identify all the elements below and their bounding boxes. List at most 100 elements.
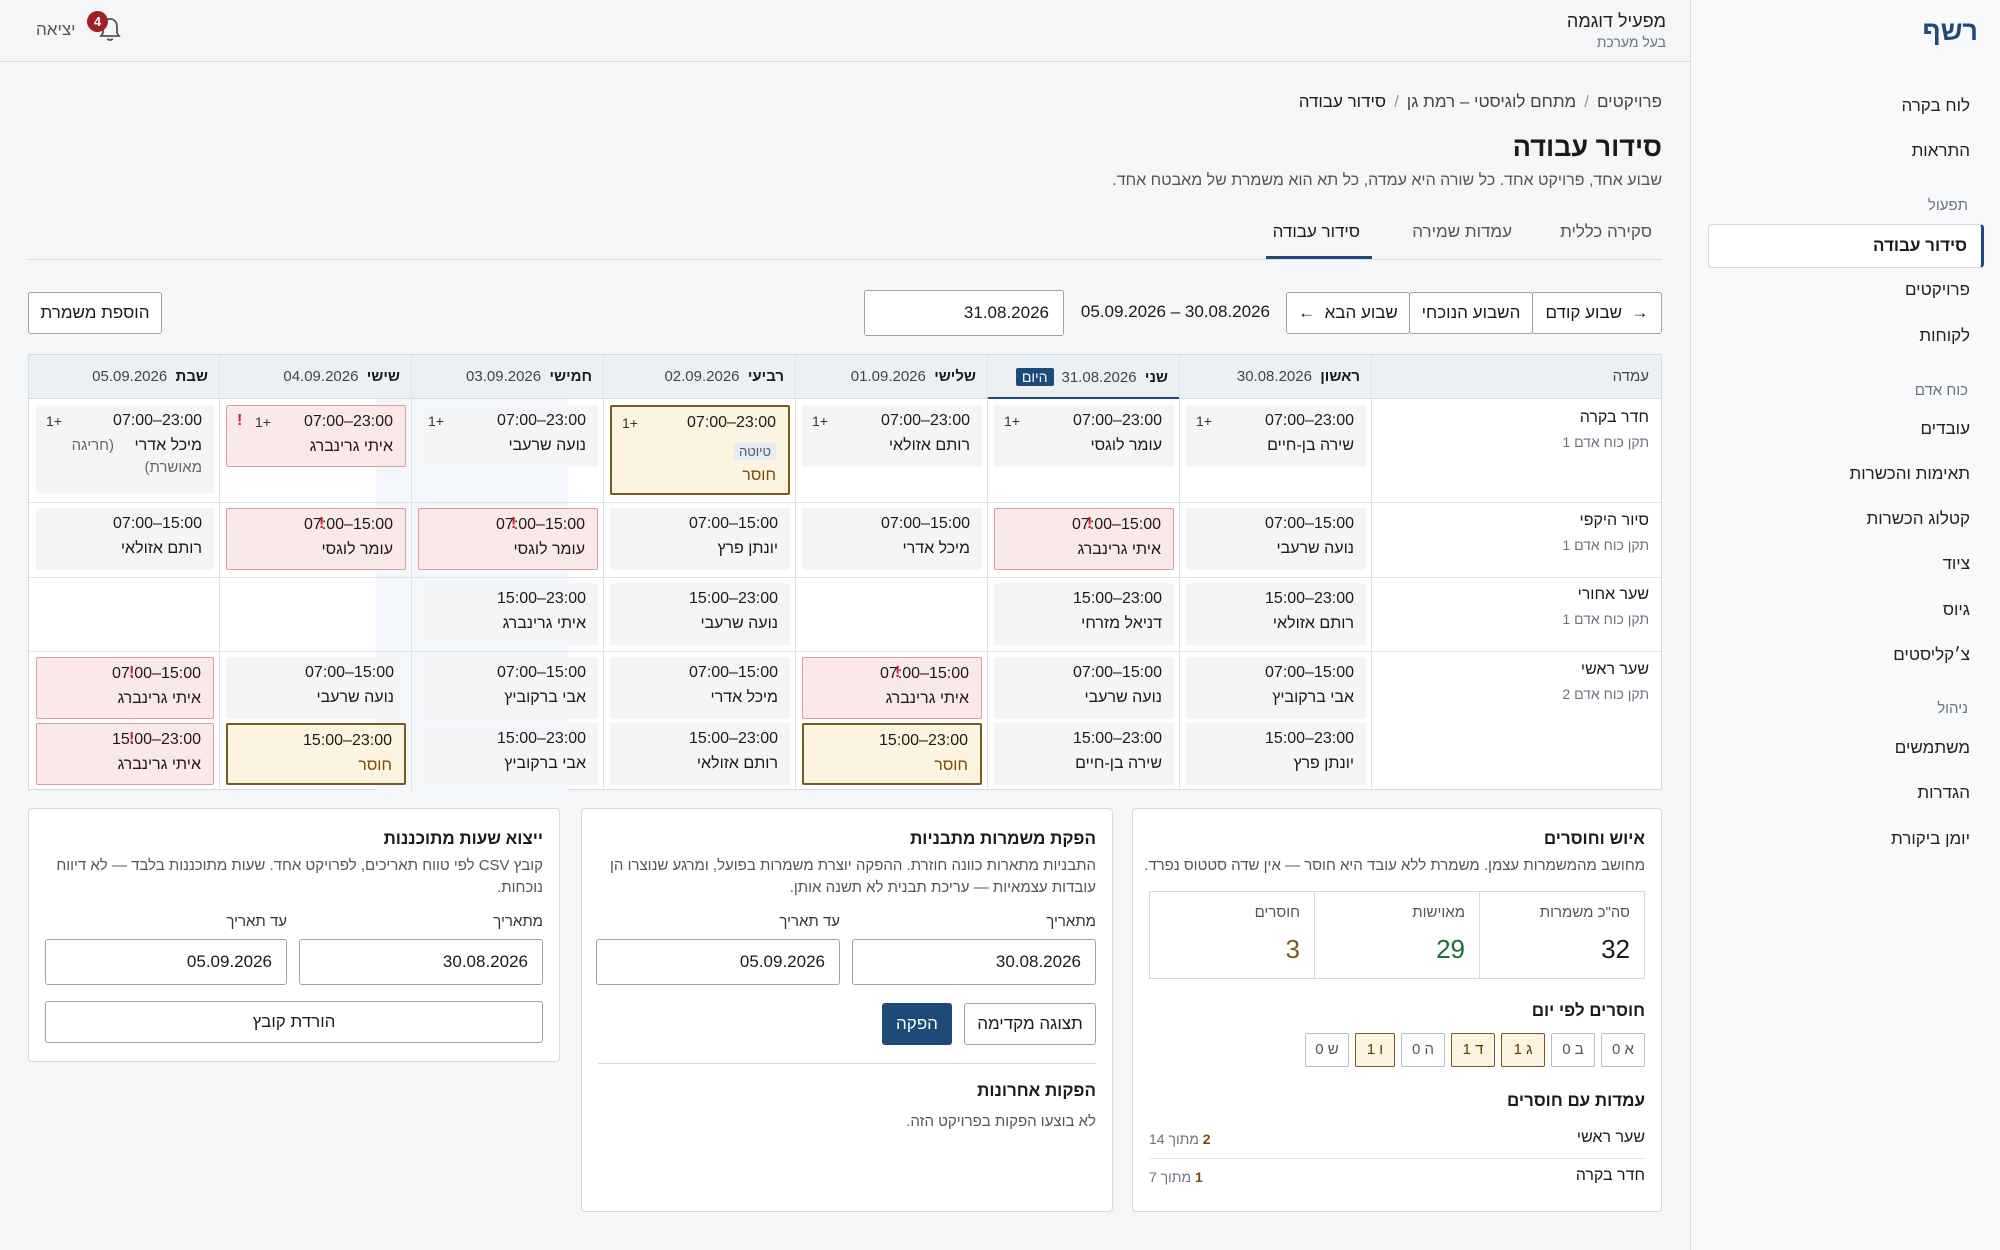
sidebar-item-recruitment[interactable]: גיוס	[1942, 600, 1970, 619]
chip-day: ד	[1475, 1041, 1484, 1058]
shift-cell[interactable]: 07:00–23:00 +1 מיכל אדרי (חריגה מאושרת)	[36, 405, 214, 493]
sidebar-item-audit-log[interactable]: יומן ביקורת	[1891, 829, 1970, 848]
sidebar-item-employees[interactable]: עובדים	[1920, 419, 1970, 438]
logout-link[interactable]: יציאה	[36, 20, 76, 39]
shift-cell-warning[interactable]: 07:00–15:00! איתי גרינברג	[994, 508, 1174, 570]
alert-icon: !	[237, 412, 243, 429]
day-chip[interactable]: ב 0	[1551, 1033, 1595, 1067]
stat-total: סה"כ משמרות 32	[1479, 892, 1644, 978]
breadcrumb-projects[interactable]: פרויקטים	[1596, 92, 1662, 111]
day-header-3: רביעי 02.09.2026	[604, 355, 796, 399]
shift-cell[interactable]: 15:00–23:00 איתי גרינברג	[418, 583, 598, 645]
arrow-right-icon: →	[1631, 303, 1649, 322]
shift-time: 07:00–15:00	[305, 664, 394, 681]
missing-label: חוסר	[358, 757, 392, 774]
shift-cell[interactable]: 07:00–15:00 מיכל אדרי	[610, 657, 790, 719]
shift-cell-warning[interactable]: 15:00–23:00! איתי גרינברג	[36, 723, 214, 785]
date-picker[interactable]: 31.08.2026	[864, 290, 1064, 336]
sidebar-item-alerts[interactable]: התראות	[1911, 141, 1970, 160]
current-week-button[interactable]: השבוע הנוכחי	[1409, 292, 1533, 334]
station-name[interactable]: שער ראשי	[1580, 661, 1649, 678]
shift-cell[interactable]: 07:00–15:00 רותם אזולאי	[36, 508, 214, 570]
sidebar-item-schedule[interactable]: סידור עבודה	[1708, 224, 1984, 268]
generate-to-input[interactable]: 05.09.2026	[596, 939, 840, 985]
shift-cell-warning[interactable]: 07:00–15:00! עומר לוגסי	[418, 508, 598, 570]
shift-time: 07:00–15:00	[497, 664, 586, 681]
shift-cell-warning[interactable]: 07:00–23:00 +1! איתי גרינברג	[226, 405, 406, 467]
tab-stations[interactable]: עמדות שמירה	[1412, 222, 1512, 241]
station-requirement: תקן כוח אדם 1	[1562, 537, 1649, 553]
preview-button[interactable]: תצוגה מקדימה	[964, 1003, 1096, 1045]
gap-total: מתוך 14	[1149, 1131, 1199, 1147]
app-logo[interactable]: רשף	[1922, 16, 1978, 46]
day-header-2: שלישי 01.09.2026	[796, 355, 988, 399]
shift-cell[interactable]: 07:00–15:00 נועה שרעבי	[994, 657, 1174, 719]
shift-cell[interactable]: 07:00–23:00 +1 שירה בן-חיים	[1186, 405, 1366, 467]
shift-cell[interactable]: 15:00–23:00 רותם אזולאי	[610, 723, 790, 785]
shift-cell-missing[interactable]: 07:00–23:00 +1 טיוטה חוסר	[610, 405, 790, 495]
sidebar-item-users[interactable]: משתמשים	[1894, 738, 1970, 757]
gap-station-count: 2 מתוך 14	[1149, 1131, 1211, 1147]
gap-station-row[interactable]: חדר בקרה 1 מתוך 7	[1149, 1159, 1645, 1197]
sidebar-item-clients[interactable]: לקוחות	[1919, 326, 1970, 345]
export-to-input[interactable]: 05.09.2026	[45, 939, 287, 985]
sidebar-item-checklists[interactable]: צ׳קליסטים	[1893, 645, 1970, 664]
shift-cell[interactable]: 07:00–15:00 יונתן פרץ	[610, 508, 790, 570]
sidebar-item-settings[interactable]: הגדרות	[1917, 783, 1970, 802]
shift-cell[interactable]: 15:00–23:00 אבי ברקוביץ	[418, 723, 598, 785]
sidebar-item-compliance[interactable]: תאימות והכשרות	[1849, 464, 1971, 483]
shift-cell[interactable]: 15:00–23:00 יונתן פרץ	[1186, 723, 1366, 785]
day-chip[interactable]: ד 1	[1451, 1033, 1495, 1067]
shift-cell[interactable]: 07:00–15:00 נועה שרעבי	[1186, 508, 1366, 570]
shift-cell-warning[interactable]: 07:00–15:00! איתי גרינברג	[36, 657, 214, 719]
shift-time: 07:00–15:00	[880, 665, 969, 682]
shift-cell[interactable]: 15:00–23:00 דניאל מזרחי	[994, 583, 1174, 645]
shift-cell-missing[interactable]: 15:00–23:00 חוסר	[226, 723, 406, 785]
chip-count: 1	[1462, 1041, 1471, 1058]
day-header-5: שישי 04.09.2026	[220, 355, 412, 399]
sidebar-item-equipment[interactable]: ציוד	[1942, 554, 1970, 573]
day-chip[interactable]: א 0	[1601, 1033, 1645, 1067]
shift-cell[interactable]: 15:00–23:00 רותם אזולאי	[1186, 583, 1366, 645]
day-chip[interactable]: ו 1	[1355, 1033, 1395, 1067]
shift-employee: שירה בן-חיים	[1075, 755, 1162, 772]
next-week-button[interactable]: שבוע הבא ←	[1286, 292, 1410, 334]
generate-from-input[interactable]: 30.08.2026	[852, 939, 1096, 985]
shift-cell[interactable]: 07:00–15:00 אבי ברקוביץ	[1186, 657, 1366, 719]
add-shift-button[interactable]: הוספת משמרת	[28, 292, 162, 334]
breadcrumb-project[interactable]: מתחם לוגיסטי – רמת גן	[1406, 92, 1577, 111]
shift-cell[interactable]: 07:00–23:00 +1 נועה שרעבי	[418, 405, 598, 467]
day-chip[interactable]: ש 0	[1305, 1033, 1349, 1067]
station-name[interactable]: שער אחורי	[1577, 586, 1649, 603]
export-from-input[interactable]: 30.08.2026	[299, 939, 543, 985]
station-name[interactable]: חדר בקרה	[1579, 409, 1649, 426]
generate-button[interactable]: הפקה	[882, 1003, 952, 1045]
download-file-button[interactable]: הורדת קובץ	[45, 1001, 543, 1043]
shift-cell[interactable]: 07:00–15:00 מיכל אדרי	[802, 508, 982, 570]
shift-employee: רותם אזולאי	[120, 540, 202, 557]
stat-label: סה"כ משמרות	[1539, 904, 1630, 921]
sidebar-item-training-catalog[interactable]: קטלוג הכשרות	[1866, 509, 1970, 528]
sidebar-item-dashboard[interactable]: לוח בקרה	[1901, 96, 1970, 115]
shift-cell[interactable]: 15:00–23:00 נועה שרעבי	[610, 583, 790, 645]
shift-cell[interactable]: 07:00–15:00 אבי ברקוביץ	[418, 657, 598, 719]
day-chip[interactable]: ה 0	[1401, 1033, 1445, 1067]
stat-value: 32	[1601, 934, 1630, 964]
shift-time: 15:00–23:00	[689, 730, 778, 747]
tab-overview[interactable]: סקירה כללית	[1560, 222, 1652, 241]
gap-station-row[interactable]: שער ראשי 2 מתוך 14	[1149, 1121, 1645, 1159]
shift-cell-warning[interactable]: 07:00–15:00! איתי גרינברג	[802, 657, 982, 719]
sidebar-item-projects[interactable]: פרויקטים	[1904, 280, 1970, 299]
shift-time: 07:00–23:00	[881, 412, 970, 429]
shift-employee: אבי ברקוביץ	[1272, 689, 1354, 706]
station-name[interactable]: סיור היקפי	[1579, 512, 1649, 529]
tab-schedule[interactable]: סידור עבודה	[1272, 222, 1360, 241]
prev-week-button[interactable]: → שבוע קודם	[1532, 292, 1662, 334]
shift-cell-missing[interactable]: 15:00–23:00 חוסר	[802, 723, 982, 785]
shift-cell[interactable]: 15:00–23:00 שירה בן-חיים	[994, 723, 1174, 785]
shift-cell[interactable]: 07:00–23:00 +1 רותם אזולאי	[802, 405, 982, 467]
shift-cell[interactable]: 07:00–15:00 נועה שרעבי	[226, 657, 406, 719]
shift-cell[interactable]: 07:00–23:00 +1 עומר לוגסי	[994, 405, 1174, 467]
day-chip[interactable]: ג 1	[1501, 1033, 1545, 1067]
shift-cell-warning[interactable]: 07:00–15:00! עומר לוגסי	[226, 508, 406, 570]
